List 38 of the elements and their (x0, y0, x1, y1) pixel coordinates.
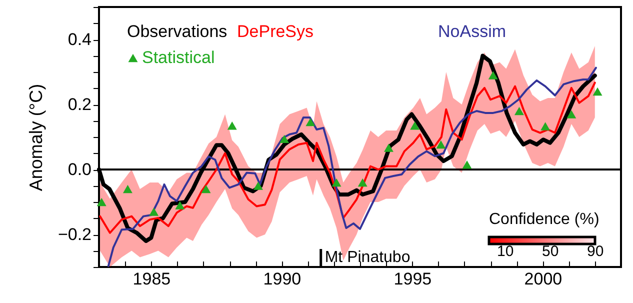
point (201, 184, 211, 194)
y-axis-title: Anomaly (°C) (26, 84, 46, 192)
point (280, 134, 290, 144)
point (306, 118, 316, 126)
point (227, 122, 237, 130)
point (384, 144, 394, 152)
point (592, 87, 602, 96)
point (514, 106, 524, 116)
y-tick-label: 0.2 (68, 95, 92, 114)
y-tick-label: 0.0 (68, 160, 92, 179)
annotation: 10 (497, 243, 514, 260)
legend-label: Statistical (142, 48, 215, 67)
annotation: 90 (587, 243, 604, 260)
x-tick-label: 1990 (263, 270, 302, 288)
y-tick-label: −0.2 (58, 225, 92, 244)
point (332, 178, 342, 187)
point (436, 140, 446, 149)
point (175, 201, 185, 210)
text: DePreSys (237, 22, 314, 41)
point (540, 122, 550, 130)
point (253, 182, 263, 190)
point (149, 208, 159, 216)
ref-line-label: Mt Pinatubo (324, 249, 410, 266)
y-tick-label: 0.4 (68, 30, 92, 49)
point (358, 178, 368, 187)
text: NoAssim (438, 22, 506, 41)
point (410, 122, 420, 130)
x-tick-label: 2000 (524, 270, 562, 288)
annotation: Confidence (%) (489, 211, 600, 228)
point (566, 110, 576, 118)
point (488, 71, 498, 80)
text: Observations (127, 22, 228, 41)
x-tick-label: 1985 (132, 270, 171, 288)
x-tick-label: 1995 (394, 270, 432, 288)
point (462, 160, 472, 169)
point (122, 184, 132, 194)
point (96, 198, 106, 206)
annotation: 50 (542, 243, 559, 260)
